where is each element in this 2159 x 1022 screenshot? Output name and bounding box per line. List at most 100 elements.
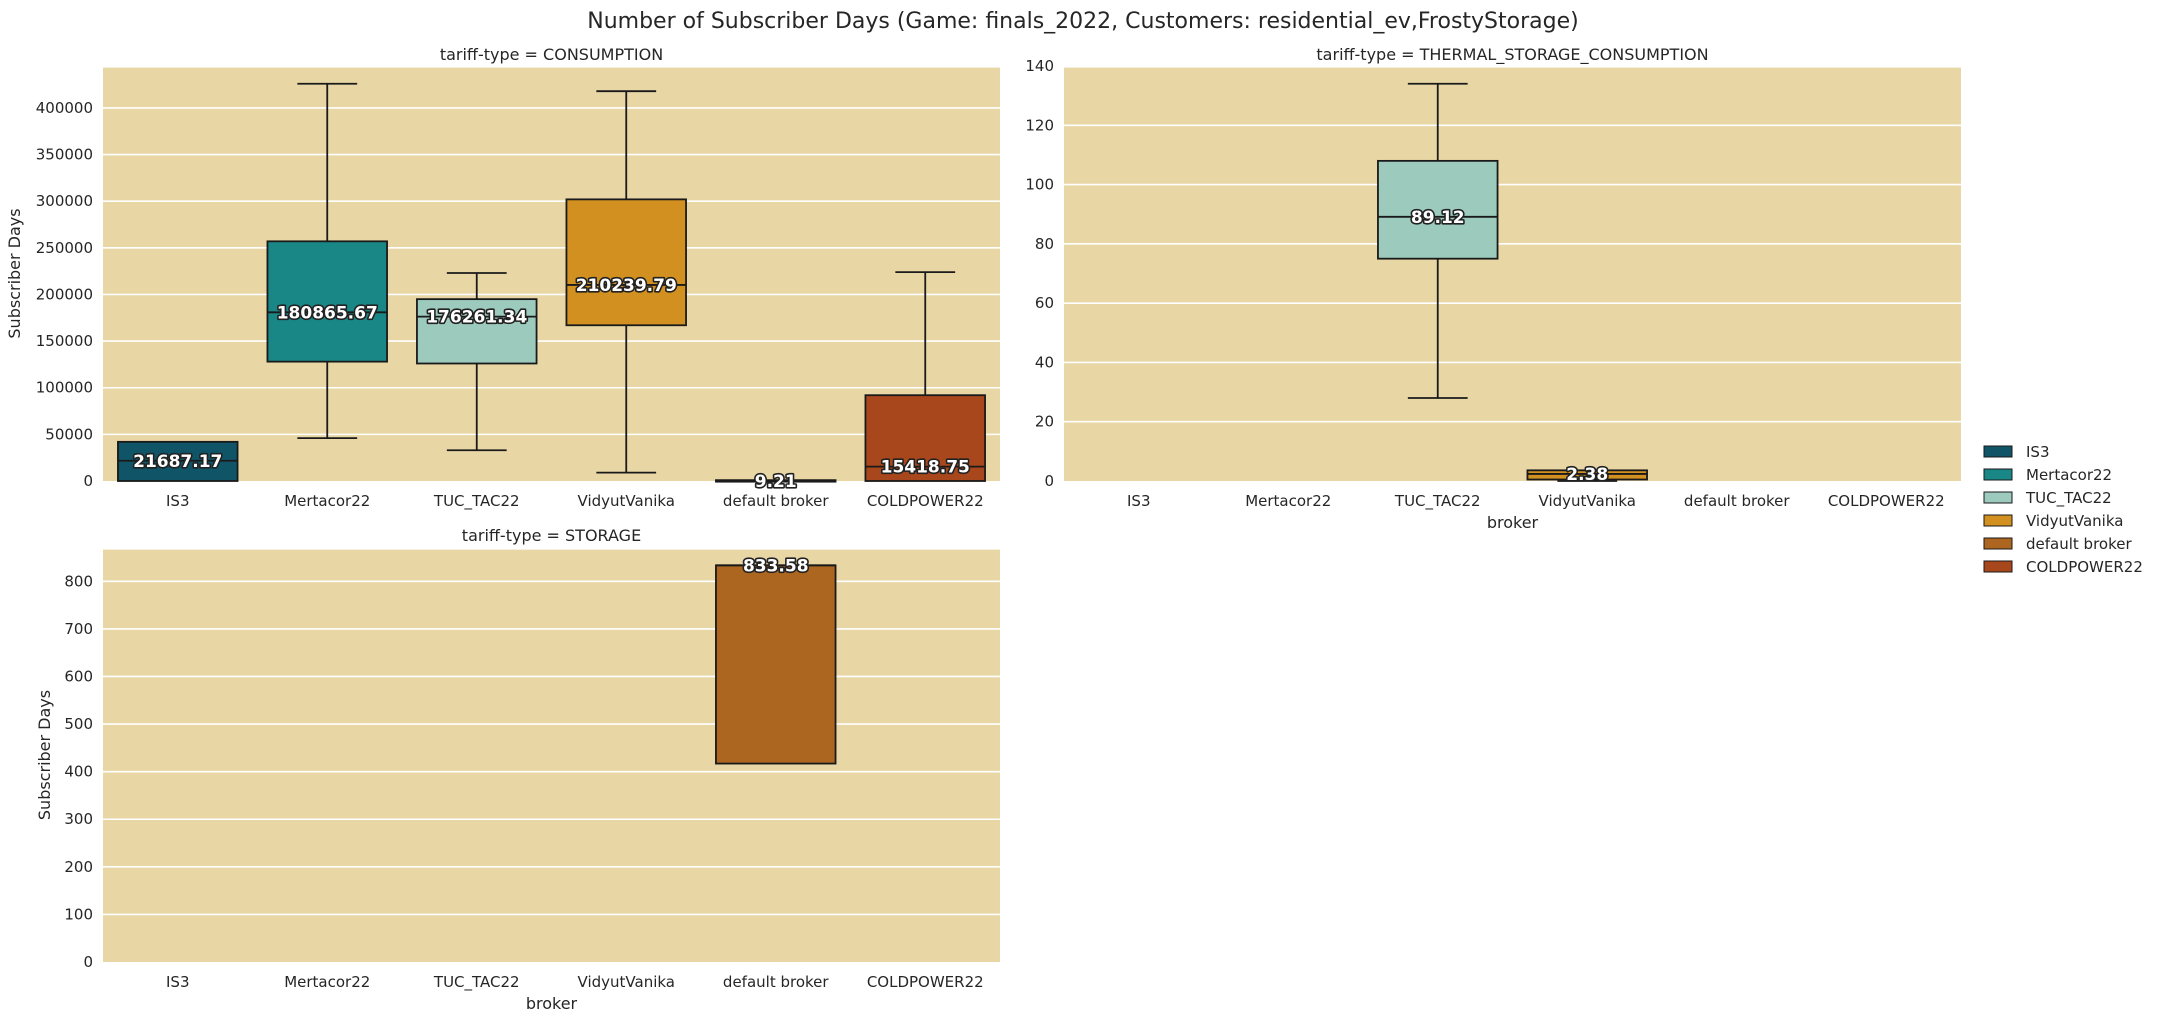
y-tick-label: 200000 [36, 285, 93, 303]
x-axis-label: broker [1487, 513, 1539, 532]
x-tick-label: IS3 [166, 973, 190, 991]
y-axis-label: Subscriber Days [5, 208, 24, 338]
x-tick-label: VidyutVanika [1539, 492, 1636, 510]
legend-item-is3: IS3 [1983, 443, 2050, 461]
y-tick-label: 400 [64, 763, 93, 781]
x-tick-label: TUC_TAC22 [1394, 492, 1481, 511]
y-tick-label: 20 [1035, 413, 1054, 431]
y-tick-label: 0 [1044, 472, 1054, 490]
box-vidyutvanika: 210239.79 [565, 90, 687, 474]
median-label: 180865.67 [277, 303, 378, 323]
x-tick-label: TUC_TAC22 [433, 973, 520, 992]
x-tick-label: IS3 [166, 492, 190, 510]
y-tick-label: 300 [64, 810, 93, 828]
x-tick-label: VidyutVanika [578, 973, 675, 991]
median-label: 176261.34 [426, 308, 527, 328]
legend-swatch [1983, 537, 2013, 550]
legend-swatch [1983, 560, 2013, 573]
plot-background [103, 548, 1000, 962]
legend-label: VidyutVanika [2026, 512, 2123, 530]
box-body [1377, 159, 1499, 260]
box-body [266, 240, 388, 363]
median-label: 89.12 [1411, 208, 1465, 228]
y-tick-label: 700 [64, 620, 93, 638]
panel-title: tariff-type = CONSUMPTION [440, 45, 663, 64]
median-label: 21687.17 [133, 452, 222, 472]
y-tick-label: 200 [64, 858, 93, 876]
y-tick-label: 100 [64, 905, 93, 923]
y-tick-label: 120 [1025, 116, 1054, 134]
panel-2: 0 20 40 60 80 100 120 140 IS3 Mertacor22 TUC_TAC22… [1025, 45, 1961, 532]
box-body [715, 564, 837, 765]
figure-title: Number of Subscriber Days (Game: finals_… [587, 9, 1578, 34]
x-axis-label: broker [526, 994, 578, 1013]
x-tick-label: VidyutVanika [578, 492, 675, 510]
legend-swatch [1983, 491, 2013, 504]
y-tick-label: 0 [83, 953, 93, 971]
x-tick-label: default broker [723, 492, 829, 510]
plot-background [1064, 66, 1961, 481]
y-tick-label: 500 [64, 715, 93, 733]
box-default-broker: 833.58 [715, 555, 837, 765]
boxes: 833.58 [715, 555, 837, 765]
legend-label: Mertacor22 [2026, 466, 2112, 484]
box-body [416, 298, 538, 365]
median-label: 833.58 [743, 556, 809, 576]
y-tick-label: 400000 [36, 99, 93, 117]
y-tick-label: 140 [1025, 57, 1054, 75]
legend-swatch [1983, 445, 2013, 458]
x-tick-label: COLDPOWER22 [1828, 492, 1945, 510]
panels: 0500001000001500002000002500003000003500… [5, 45, 1961, 1013]
median-label: 9.21 [755, 472, 797, 492]
y-tick-label: 80 [1035, 235, 1054, 253]
y-tick-label: 800 [64, 572, 93, 590]
x-tick-label: Mertacor22 [284, 492, 370, 510]
legend-label: COLDPOWER22 [2026, 558, 2143, 576]
x-tick-label: COLDPOWER22 [867, 492, 984, 510]
x-tick-label: COLDPOWER22 [867, 973, 984, 991]
box-vidyutvanika: 2.38 [1526, 463, 1648, 487]
panel-3: 0 100 200 300 400 500 600 700 800 IS3 Mertacor22 TU… [35, 526, 1000, 1013]
median-label: 2.38 [1566, 465, 1608, 485]
box-mertacor22: 180865.67 [266, 82, 388, 440]
y-tick-label: 600 [64, 667, 93, 685]
legend-label: default broker [2026, 535, 2132, 553]
y-tick-label: 150000 [36, 332, 93, 350]
panel-title: tariff-type = STORAGE [462, 526, 641, 545]
legend-item-mertacor22: Mertacor22 [1983, 466, 2112, 484]
boxes: 21687.17 180865.67 176261.34 210239.79 9.21 1… [117, 82, 986, 494]
box-tuc-tac22: 176261.34 [416, 272, 538, 452]
box-body [1526, 469, 1648, 481]
y-tick-label: 60 [1035, 294, 1054, 312]
x-tick-label: Mertacor22 [1245, 492, 1331, 510]
x-tick-label: Mertacor22 [284, 973, 370, 991]
median-label: 15418.75 [881, 458, 970, 478]
panel-1: 0 50000 100000 150000 200000 250000 300000 3500… [5, 45, 1000, 511]
legend: IS3 Mertacor22 TUC_TAC22 VidyutVanika defaul… [1983, 443, 2143, 576]
legend-item-vidyutvanika: VidyutVanika [1983, 512, 2123, 530]
plot-background [103, 66, 1000, 481]
boxes: 89.12 2.38 [1377, 82, 1648, 487]
legend-item-default-broker: default broker [1983, 535, 2132, 553]
box-tuc-tac22: 89.12 [1377, 82, 1499, 399]
legend-swatch [1983, 468, 2013, 481]
x-tick-label: default broker [1684, 492, 1790, 510]
y-tick-label: 100 [1025, 176, 1054, 194]
box-coldpower22: 15418.75 [864, 271, 986, 482]
y-tick-label: 0 [83, 472, 93, 490]
y-axis-label: Subscriber Days [35, 690, 54, 820]
y-tick-label: 300000 [36, 192, 93, 210]
box-is3: 21687.17 [117, 440, 239, 482]
legend-label: IS3 [2026, 443, 2050, 461]
x-tick-label: IS3 [1127, 492, 1151, 510]
legend-label: TUC_TAC22 [2025, 489, 2112, 508]
y-tick-label: 250000 [36, 239, 93, 257]
box-body [565, 198, 687, 327]
y-tick-label: 50000 [45, 425, 93, 443]
panel-title: tariff-type = THERMAL_STORAGE_CONSUMPTIO… [1316, 45, 1708, 65]
y-tick-label: 350000 [36, 146, 93, 164]
y-tick-label: 40 [1035, 353, 1054, 371]
legend-item-tuc-tac22: TUC_TAC22 [1983, 489, 2112, 508]
x-tick-label: default broker [723, 973, 829, 991]
